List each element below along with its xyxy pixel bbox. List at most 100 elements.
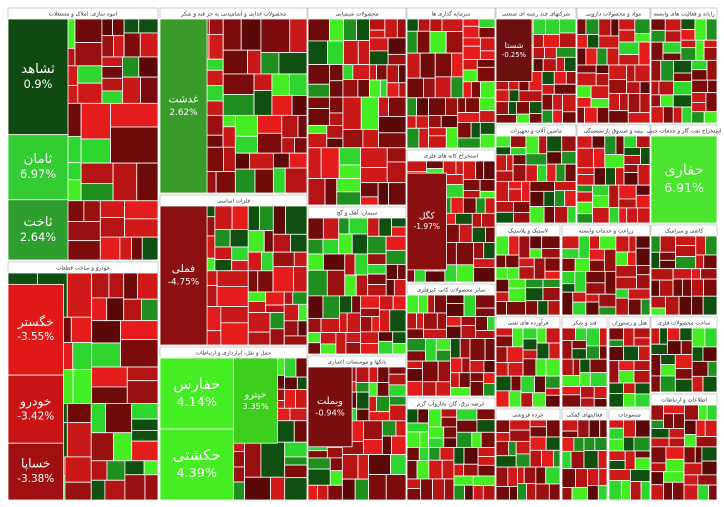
stock-tile: [112, 18, 125, 37]
stock-tile: [508, 390, 522, 408]
stock-tile: [263, 230, 274, 253]
stock-tile: [406, 431, 421, 448]
stock-tile: [663, 481, 673, 501]
stock-tile: [571, 340, 587, 350]
stock-tile: [139, 32, 159, 58]
stock-tile: [260, 18, 291, 54]
stock-tile: [673, 413, 685, 429]
stock-tile: [599, 419, 608, 438]
stock-tile: [615, 251, 628, 266]
stock-tile: [208, 18, 224, 35]
stock-tile: [634, 18, 651, 35]
stock-tile: [77, 65, 103, 84]
stock-tile: [341, 454, 359, 480]
stock-tile: [91, 320, 121, 344]
stock-tile: [633, 360, 651, 371]
stock-tile: [681, 106, 693, 124]
stock-tile: [483, 383, 496, 397]
stock-tile: [483, 242, 496, 260]
stock-tile: [482, 485, 496, 501]
stock-tile: [257, 132, 283, 154]
stock-tile: [618, 54, 640, 66]
stock-tile: [272, 266, 294, 293]
stock-tile: [428, 97, 446, 116]
stock-tile: [462, 190, 481, 199]
stock-tile: [247, 301, 267, 314]
stock-tile: [522, 327, 538, 340]
stock-tile: [660, 364, 676, 377]
stock-tile: [385, 279, 395, 297]
stock-tile: [389, 309, 407, 333]
stock-tile: [440, 408, 458, 418]
sector-name: بیمه و صندوق بازنشستگی: [584, 128, 644, 135]
stock-tile: [80, 162, 114, 184]
stock-tile: [704, 419, 718, 438]
stock-tile: [522, 358, 537, 377]
stock-tile: [457, 122, 472, 139]
stock-tile: [618, 41, 640, 55]
stock-tile: [74, 42, 103, 67]
stock-tile: [585, 293, 600, 303]
stock-tile: [535, 466, 547, 485]
stock-tile: [695, 235, 706, 256]
stock-tile: [66, 272, 93, 318]
stock-tile: [618, 360, 635, 372]
stock-tile: [216, 270, 249, 287]
stock-tile: [462, 69, 478, 83]
stock-tile: [419, 431, 429, 448]
sector-name: لاستیک و پلاستیک: [508, 228, 548, 235]
stock-tile: [626, 64, 636, 83]
stock-tile: [561, 283, 576, 293]
stock-tile: [336, 191, 361, 206]
stock-tile: [520, 375, 535, 394]
stock-tile: [326, 269, 346, 297]
stock-tile: [342, 128, 364, 149]
stock-tile: [159, 357, 234, 430]
stock-tile: [110, 102, 159, 128]
stock-tile: [589, 372, 608, 387]
stock-tile: [253, 73, 273, 91]
stock-tile: [604, 270, 617, 295]
stock-tile: [695, 436, 718, 448]
stock-tile: [495, 362, 509, 377]
sector-name: قند و شکر: [571, 320, 596, 327]
stock-tile: [247, 230, 265, 253]
stock-tile: [222, 18, 242, 51]
stock-tile: [576, 72, 597, 87]
stock-tile: [307, 317, 322, 333]
stock-tile: [80, 102, 111, 140]
stock-tile: [137, 272, 159, 300]
sector-name: مواد و محصولات دارویی: [586, 12, 642, 18]
stock-tile: [101, 18, 113, 37]
stock-tile: [576, 85, 592, 98]
stock-tile: [387, 37, 407, 55]
stock-tile: [289, 73, 308, 96]
stock-tile: [561, 291, 574, 316]
stock-tile: [495, 327, 513, 337]
stock-tile: [563, 56, 577, 72]
stock-tile: [307, 96, 331, 109]
stock-tile: [615, 235, 630, 253]
stock-tile: [159, 428, 234, 501]
stock-tile: [457, 97, 467, 113]
stock-tile: [675, 256, 697, 270]
stock-tile: [637, 164, 651, 186]
stock-tile: [379, 309, 391, 333]
stock-tile: [529, 235, 543, 250]
stock-tile: [427, 294, 435, 314]
stock-tile: [440, 416, 458, 428]
stock-tile: [463, 463, 479, 477]
stock-tile: [446, 294, 465, 304]
stock-tile: [576, 201, 593, 215]
stock-tile: [378, 340, 394, 355]
stock-tile: [523, 466, 537, 484]
stock-tile: [108, 272, 125, 299]
stock-tile: [441, 459, 455, 480]
stock-tile: [608, 64, 628, 80]
stock-tile: [561, 248, 580, 259]
stock-tile: [257, 114, 283, 134]
stock-tile: [426, 160, 444, 169]
stock-tile: [214, 229, 231, 248]
stock-tile: [508, 278, 527, 289]
